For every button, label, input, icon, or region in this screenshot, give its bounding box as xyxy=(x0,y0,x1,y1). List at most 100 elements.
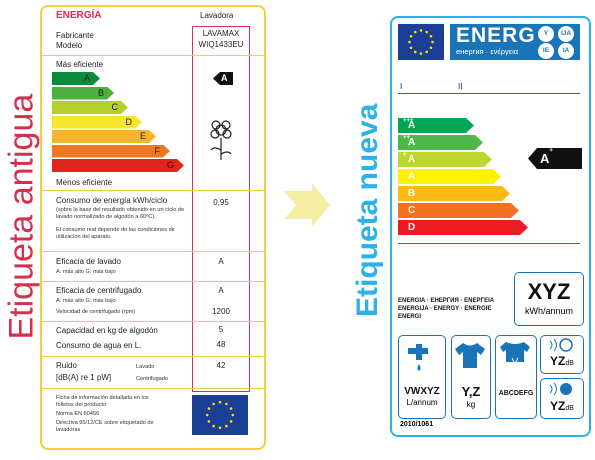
class-letter: A xyxy=(408,154,416,165)
class-bar: F xyxy=(52,145,170,158)
water: VWXYZ xyxy=(404,386,440,397)
label: Más eficiente xyxy=(56,60,104,69)
note: (sobre la base del resultado obtenido en… xyxy=(56,207,185,220)
class-sup: +++ xyxy=(403,118,414,124)
noise-box xyxy=(540,378,584,419)
field-line xyxy=(398,93,580,94)
new-label xyxy=(390,16,591,437)
spin-box xyxy=(495,335,537,419)
annual-energy-unit: kWh/annum xyxy=(524,306,574,316)
class-bar: A +++ xyxy=(398,118,474,133)
value: 48 xyxy=(216,340,226,349)
value: A xyxy=(218,257,224,266)
field-label: II xyxy=(458,82,463,91)
star xyxy=(429,46,433,50)
class-letter: B xyxy=(408,188,416,199)
class-letter: D xyxy=(408,222,416,233)
spin-icon xyxy=(500,342,530,366)
eco-flower xyxy=(210,120,232,160)
class-label: A ++ xyxy=(403,135,410,150)
regulation: 2010/1061 xyxy=(400,421,434,428)
eu-flag xyxy=(192,395,248,435)
lang-badge: IA xyxy=(558,43,574,59)
star xyxy=(229,407,233,410)
label: Ruido xyxy=(56,361,77,370)
divider xyxy=(40,356,266,357)
class-sup: ++ xyxy=(403,135,411,141)
shirt-icon xyxy=(455,343,485,368)
class-bar: A xyxy=(398,169,501,184)
star xyxy=(212,424,215,428)
class-label: A +++ xyxy=(403,118,414,133)
class-letter: B xyxy=(97,87,104,98)
spin-class: ABCDEFG xyxy=(498,390,534,397)
divider xyxy=(40,281,266,282)
class-letter: C xyxy=(408,205,416,216)
star xyxy=(212,402,215,406)
noise-unit: dB xyxy=(565,405,574,412)
old-label xyxy=(40,5,266,450)
rating: A+ xyxy=(540,148,553,169)
appliance: Lavadora xyxy=(200,11,234,20)
class-bar: E xyxy=(52,130,156,143)
spec-column xyxy=(192,26,250,392)
new-side-title: Etiqueta nueva xyxy=(351,103,384,317)
rating-letter: A xyxy=(540,151,550,166)
label: Fabricante xyxy=(56,31,94,40)
class-bar: A xyxy=(52,72,100,85)
label: Menos eficiente xyxy=(56,178,113,187)
energy-box xyxy=(514,272,584,326)
star xyxy=(218,426,222,430)
noise-unit: dB xyxy=(565,360,574,367)
divider xyxy=(40,388,266,389)
eu-flag xyxy=(398,24,444,60)
scale: A: más alto G: más bajo xyxy=(56,298,116,304)
value: 1200 xyxy=(212,307,230,316)
lang-badge: Y xyxy=(538,26,554,42)
noise-wash: YZdB xyxy=(540,354,584,368)
star xyxy=(218,400,222,404)
label: Velocidad de centrifugado (rpm) xyxy=(56,309,136,315)
label: Centrifugado xyxy=(136,376,169,382)
noise-value: YZ xyxy=(550,399,566,413)
star xyxy=(207,420,211,423)
value: 0,95 xyxy=(213,198,229,207)
divider xyxy=(40,190,266,191)
water-unit: L/annum xyxy=(406,398,438,407)
star xyxy=(409,46,413,50)
rating: A xyxy=(221,73,228,83)
label: [dB(A) re 1 pW] xyxy=(56,373,112,382)
tap-icon xyxy=(408,344,428,371)
star xyxy=(419,52,423,55)
class-bar: B xyxy=(398,186,510,201)
noise-value: YZ xyxy=(550,354,566,368)
capacity: Y,Z xyxy=(461,384,481,399)
class-letter: A xyxy=(83,73,90,83)
class-bar: A ++ xyxy=(398,135,483,150)
star xyxy=(431,40,434,44)
divider xyxy=(40,55,266,56)
capacity-box xyxy=(451,335,491,419)
value: 5 xyxy=(218,325,224,334)
label: Capacidad en kg de algodón xyxy=(56,326,158,335)
lang-badge: IE xyxy=(538,43,554,59)
label: Lavado xyxy=(136,364,155,370)
class-bar: A + xyxy=(398,152,492,167)
noise-icon xyxy=(549,382,572,396)
noise-spin: YZdB xyxy=(540,399,584,413)
star xyxy=(419,29,423,32)
class-letter: A xyxy=(408,137,416,148)
energy-words: ENERGIA · ЕНЕРГИЯ · ΕΝΕΡΓΕΙΑ ENERGIJA · … xyxy=(398,298,495,320)
divider xyxy=(40,251,266,252)
footer: Norma EN 60456 xyxy=(56,411,100,417)
rating-sup: + xyxy=(549,148,553,154)
arrow xyxy=(284,183,330,227)
class-bar: D xyxy=(398,220,528,235)
footer: Ficha de información detallada en los fo… xyxy=(56,395,149,408)
label: Consumo de energía kWh/ciclo xyxy=(56,196,168,205)
class-bar: D xyxy=(52,116,142,129)
field-label: I xyxy=(400,82,403,91)
energy-title: ENERGÍA xyxy=(56,10,102,21)
class-letter: G xyxy=(166,160,174,170)
